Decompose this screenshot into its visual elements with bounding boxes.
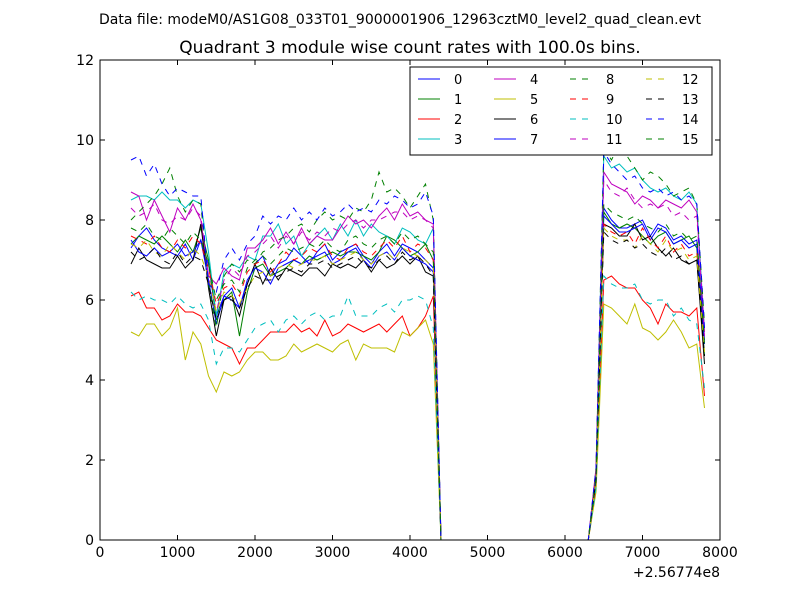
legend-box (409, 66, 713, 156)
x-tick-label: 3000 (315, 545, 351, 561)
y-tick-label: 12 (76, 53, 94, 69)
y-tick-label: 8 (85, 213, 94, 229)
legend-label-15: 15 (682, 133, 699, 148)
x-tick-label: 2000 (237, 545, 273, 561)
series-line-11 (130, 178, 705, 541)
series-line-14 (130, 150, 705, 541)
x-tick-label: 1000 (160, 545, 196, 561)
x-tick-label: 6000 (547, 545, 583, 561)
series-line-5 (130, 302, 705, 541)
series-line-3 (130, 154, 705, 541)
series-line-4 (130, 170, 705, 541)
legend-label-1: 1 (454, 93, 462, 108)
legend-label-9: 9 (606, 93, 614, 108)
x-offset-label: +2.56774e8 (633, 565, 720, 581)
legend-label-6: 6 (530, 113, 538, 128)
legend-label-14: 14 (682, 113, 699, 128)
chart-title: Quadrant 3 module wise count rates with … (179, 38, 640, 58)
series-line-12 (130, 226, 705, 541)
y-tick-label: 6 (85, 293, 94, 309)
x-tick-label: 7000 (625, 545, 661, 561)
legend-label-3: 3 (454, 133, 462, 148)
tick-layer: 0 1000 2000 3000 4000 5000 6000 7000 80000246810… (76, 53, 738, 561)
x-tick-label: 0 (96, 545, 105, 561)
plot-area: 0 1000 2000 3000 4000 5000 6000 7000 80000246810… (76, 53, 738, 561)
series-line-15 (130, 202, 705, 541)
series-line-7 (130, 214, 705, 541)
legend-label-13: 13 (682, 93, 699, 108)
legend-label-5: 5 (530, 93, 538, 108)
legend-label-7: 7 (530, 133, 538, 148)
y-tick-label: 10 (76, 133, 94, 149)
x-tick-label: 5000 (470, 545, 506, 561)
x-tick-label: 4000 (392, 545, 428, 561)
legend-label-10: 10 (606, 113, 623, 128)
series-line-9 (130, 222, 705, 541)
legend-label-8: 8 (606, 73, 614, 88)
legend-label-0: 0 (454, 73, 462, 88)
figure-suptitle: Data file: modeM0/AS1G08_033T01_90000019… (99, 12, 701, 28)
legend-label-2: 2 (454, 113, 462, 128)
y-tick-label: 0 (85, 533, 94, 549)
legend-label-4: 4 (530, 73, 538, 88)
y-tick-label: 4 (85, 373, 94, 389)
y-tick-label: 2 (85, 453, 94, 469)
legend-label-11: 11 (606, 133, 623, 148)
legend-label-12: 12 (682, 73, 699, 88)
series-line-8 (130, 142, 705, 541)
x-tick-label: 8000 (702, 545, 738, 561)
series-layer (130, 142, 705, 541)
